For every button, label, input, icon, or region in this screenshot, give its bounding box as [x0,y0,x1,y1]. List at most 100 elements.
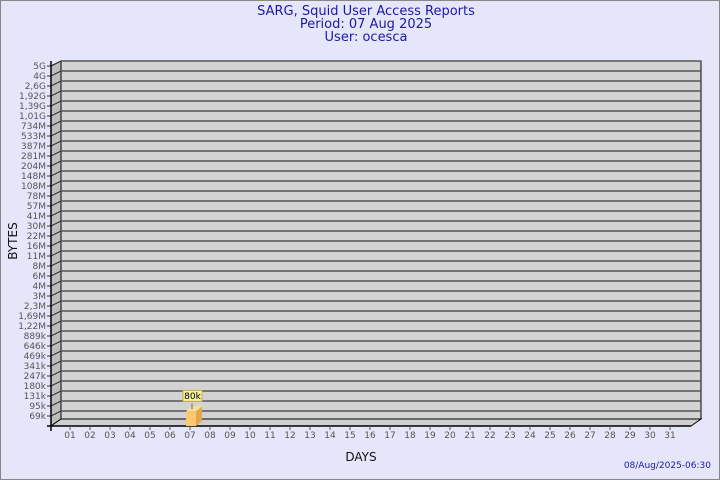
tick-diagonal [50,180,62,187]
y-tick-label: 1,39G [19,102,46,112]
y-tick-label: 1,69M [18,312,46,322]
y-tick-label: 22M [27,232,46,242]
tick-diagonal [50,140,62,147]
y-tick-label: 8M [33,262,47,272]
x-tick-label: 11 [264,431,275,441]
x-tick-label: 24 [524,431,536,441]
tick-diagonal [50,270,62,277]
chart-title: SARG, Squid User Access Reports [257,4,475,19]
tick-diagonal [50,100,62,107]
y-tick-label: 16M [27,242,46,252]
tick-diagonal [50,80,62,87]
tick-diagonal [50,220,62,227]
tick-diagonal [50,280,62,287]
tick-diagonal [50,210,62,217]
tick-diagonal [50,340,62,347]
x-tick-label: 25 [544,431,555,441]
y-tick-label: 1,92G [19,92,46,102]
tick-diagonal [50,70,62,77]
x-tick-label: 28 [604,431,616,441]
y-tick-label: 4M [33,282,47,292]
x-tick-label: 07 [184,431,195,441]
chart-user: User: ocesca [324,30,408,45]
y-axis-label: BYTES [6,222,20,259]
y-tick-label: 247k [24,372,47,382]
y-tick-label: 387M [21,142,46,152]
tick-diagonal [50,290,62,297]
x-tick-label: 20 [444,431,456,441]
x-tick-label: 29 [624,431,636,441]
y-tick-label: 204M [21,162,46,172]
x-tick-label: 06 [164,431,176,441]
y-tick-label: 30M [27,222,46,232]
y-tick-label: 2,6G [25,82,46,92]
tick-diagonal [50,370,62,377]
y-tick-label: 95k [29,402,46,412]
bar-side [196,406,202,426]
y-tick-label: 4G [33,72,46,82]
x-tick-label: 09 [224,431,236,441]
y-tick-label: 2,3M [24,302,46,312]
bar-label: 80k [184,392,201,402]
tick-diagonal [50,110,62,117]
x-tick-label: 08 [204,431,216,441]
chart-period: Period: 07 Aug 2025 [299,17,433,32]
x-tick-label: 26 [564,431,576,441]
tick-diagonal [50,240,62,247]
x-tick-label: 03 [104,431,115,441]
y-tick-label: 734M [21,122,46,132]
x-tick-label: 22 [484,431,495,441]
x-tick-label: 12 [284,431,295,441]
tick-diagonal [50,390,62,397]
y-tick-label: 533M [21,132,46,142]
back-wall [60,60,702,420]
tick-diagonal [50,300,62,307]
tick-diagonal [50,410,62,417]
y-tick-label: 889k [24,332,47,342]
x-tick-label: 04 [124,431,136,441]
y-tick-label: 11M [27,252,46,262]
tick-diagonal [50,90,62,97]
x-tick-label: 17 [384,431,395,441]
tick-diagonal [50,260,62,267]
y-tick-label: 41M [27,212,46,222]
x-tick-label: 10 [244,431,256,441]
y-tick-label: 180k [24,382,47,392]
tick-diagonal [50,380,62,387]
x-tick-label: 18 [404,431,416,441]
tick-diagonal [50,130,62,137]
x-tick-label: 16 [364,431,376,441]
y-tick-label: 6M [33,272,47,282]
x-tick-label: 21 [464,431,475,441]
bar-label-box [182,389,203,402]
x-tick-label: 13 [304,431,315,441]
x-tick-label: 15 [344,431,355,441]
x-tick-label: 14 [324,431,336,441]
y-tick-label: 131k [24,392,47,402]
tick-diagonal [50,150,62,157]
x-tick-label: 27 [584,431,595,441]
tick-diagonal [50,350,62,357]
x-axis-label: DAYS [345,450,376,464]
bar [186,411,196,426]
y-tick-label: 69k [29,412,46,422]
y-tick-label: 148M [21,172,46,182]
y-tick-label: 108M [21,182,46,192]
y-tick-label: 78M [27,192,46,202]
y-tick-label: 57M [27,202,46,212]
x-tick-label: 23 [504,431,515,441]
tick-diagonal [50,120,62,127]
x-tick-label: 05 [144,431,155,441]
tick-diagonal [50,230,62,237]
tick-diagonal [50,320,62,327]
x-tick-label: 02 [84,431,95,441]
tick-diagonal [50,310,62,317]
x-tick-label: 19 [424,431,436,441]
y-tick-label: 3M [33,292,47,302]
y-tick-label: 5G [33,62,46,72]
tick-diagonal [50,60,62,67]
generated-timestamp: 08/Aug/2025-06:30 [623,461,711,471]
tick-diagonal [50,400,62,407]
